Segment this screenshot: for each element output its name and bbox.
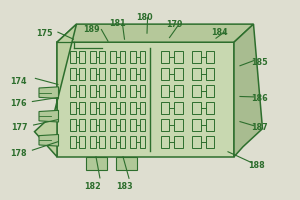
Bar bbox=[161, 86, 169, 98]
Bar bbox=[70, 52, 76, 64]
Bar bbox=[100, 102, 105, 114]
Bar bbox=[100, 119, 105, 132]
Bar bbox=[161, 136, 169, 148]
Bar bbox=[110, 52, 116, 64]
Bar bbox=[80, 136, 85, 148]
Bar bbox=[90, 68, 96, 81]
Polygon shape bbox=[34, 25, 76, 157]
Bar bbox=[193, 136, 201, 148]
Bar bbox=[100, 52, 105, 64]
Bar bbox=[140, 68, 146, 81]
Bar bbox=[130, 119, 136, 132]
Text: 181: 181 bbox=[109, 19, 125, 27]
Bar bbox=[193, 86, 201, 98]
Bar bbox=[100, 68, 105, 81]
Bar bbox=[206, 68, 214, 81]
Bar bbox=[110, 136, 116, 148]
Bar bbox=[161, 119, 169, 132]
Bar bbox=[110, 119, 116, 132]
Bar bbox=[130, 52, 136, 64]
Bar bbox=[130, 68, 136, 81]
Bar bbox=[110, 102, 116, 114]
Bar bbox=[110, 86, 116, 98]
Bar bbox=[140, 119, 146, 132]
Bar bbox=[120, 136, 125, 148]
Bar bbox=[206, 86, 214, 98]
Bar bbox=[80, 86, 85, 98]
Bar bbox=[90, 86, 96, 98]
Bar bbox=[174, 68, 182, 81]
Bar bbox=[120, 68, 125, 81]
Bar bbox=[90, 52, 96, 64]
Text: 176: 176 bbox=[11, 99, 27, 107]
Bar bbox=[90, 119, 96, 132]
Polygon shape bbox=[39, 111, 58, 122]
Text: 174: 174 bbox=[11, 77, 27, 85]
Bar bbox=[193, 52, 201, 64]
Bar bbox=[140, 136, 146, 148]
Bar bbox=[206, 136, 214, 148]
Bar bbox=[161, 102, 169, 114]
Bar bbox=[140, 102, 146, 114]
Bar bbox=[70, 86, 76, 98]
Text: 185: 185 bbox=[251, 58, 268, 66]
Bar bbox=[193, 68, 201, 81]
Text: 178: 178 bbox=[10, 149, 27, 157]
Text: 187: 187 bbox=[251, 123, 268, 131]
Bar bbox=[130, 86, 136, 98]
Text: 186: 186 bbox=[251, 94, 268, 102]
Bar bbox=[120, 52, 125, 64]
Bar bbox=[70, 68, 76, 81]
Bar bbox=[100, 136, 105, 148]
Bar bbox=[161, 68, 169, 81]
Text: 175: 175 bbox=[36, 29, 53, 37]
Bar bbox=[193, 119, 201, 132]
Polygon shape bbox=[116, 157, 136, 170]
Bar bbox=[140, 52, 146, 64]
Bar bbox=[70, 136, 76, 148]
Bar bbox=[161, 52, 169, 64]
Bar bbox=[80, 102, 85, 114]
Bar bbox=[130, 136, 136, 148]
Bar bbox=[206, 52, 214, 64]
Text: 184: 184 bbox=[211, 28, 227, 36]
Bar bbox=[174, 119, 182, 132]
Text: 183: 183 bbox=[116, 182, 133, 190]
Bar bbox=[206, 102, 214, 114]
Polygon shape bbox=[39, 135, 58, 146]
Bar bbox=[110, 68, 116, 81]
Bar bbox=[120, 119, 125, 132]
Bar bbox=[140, 86, 146, 98]
Text: 182: 182 bbox=[85, 182, 101, 190]
Bar bbox=[70, 102, 76, 114]
Bar bbox=[174, 102, 182, 114]
Text: 179: 179 bbox=[166, 20, 182, 28]
Bar bbox=[80, 68, 85, 81]
Bar bbox=[90, 102, 96, 114]
Bar bbox=[193, 102, 201, 114]
Text: 189: 189 bbox=[83, 25, 100, 33]
Polygon shape bbox=[57, 25, 254, 43]
Bar bbox=[174, 86, 182, 98]
Text: 177: 177 bbox=[11, 123, 28, 131]
Bar bbox=[120, 102, 125, 114]
Bar bbox=[100, 86, 105, 98]
Bar bbox=[174, 136, 182, 148]
Polygon shape bbox=[57, 43, 234, 157]
Bar bbox=[174, 52, 182, 64]
Bar bbox=[130, 102, 136, 114]
Bar bbox=[206, 119, 214, 132]
Bar bbox=[120, 86, 125, 98]
Polygon shape bbox=[39, 87, 58, 99]
Text: 180: 180 bbox=[136, 13, 152, 21]
Polygon shape bbox=[86, 157, 107, 170]
Bar bbox=[90, 136, 96, 148]
Text: 188: 188 bbox=[248, 161, 265, 169]
Bar bbox=[80, 52, 85, 64]
Bar bbox=[80, 119, 85, 132]
Polygon shape bbox=[234, 25, 262, 157]
Bar bbox=[70, 119, 76, 132]
